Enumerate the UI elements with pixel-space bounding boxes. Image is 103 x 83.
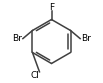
Text: Cl: Cl [30,71,39,80]
Text: Br: Br [81,34,91,43]
Text: Br: Br [12,34,22,43]
Text: F: F [49,3,54,12]
